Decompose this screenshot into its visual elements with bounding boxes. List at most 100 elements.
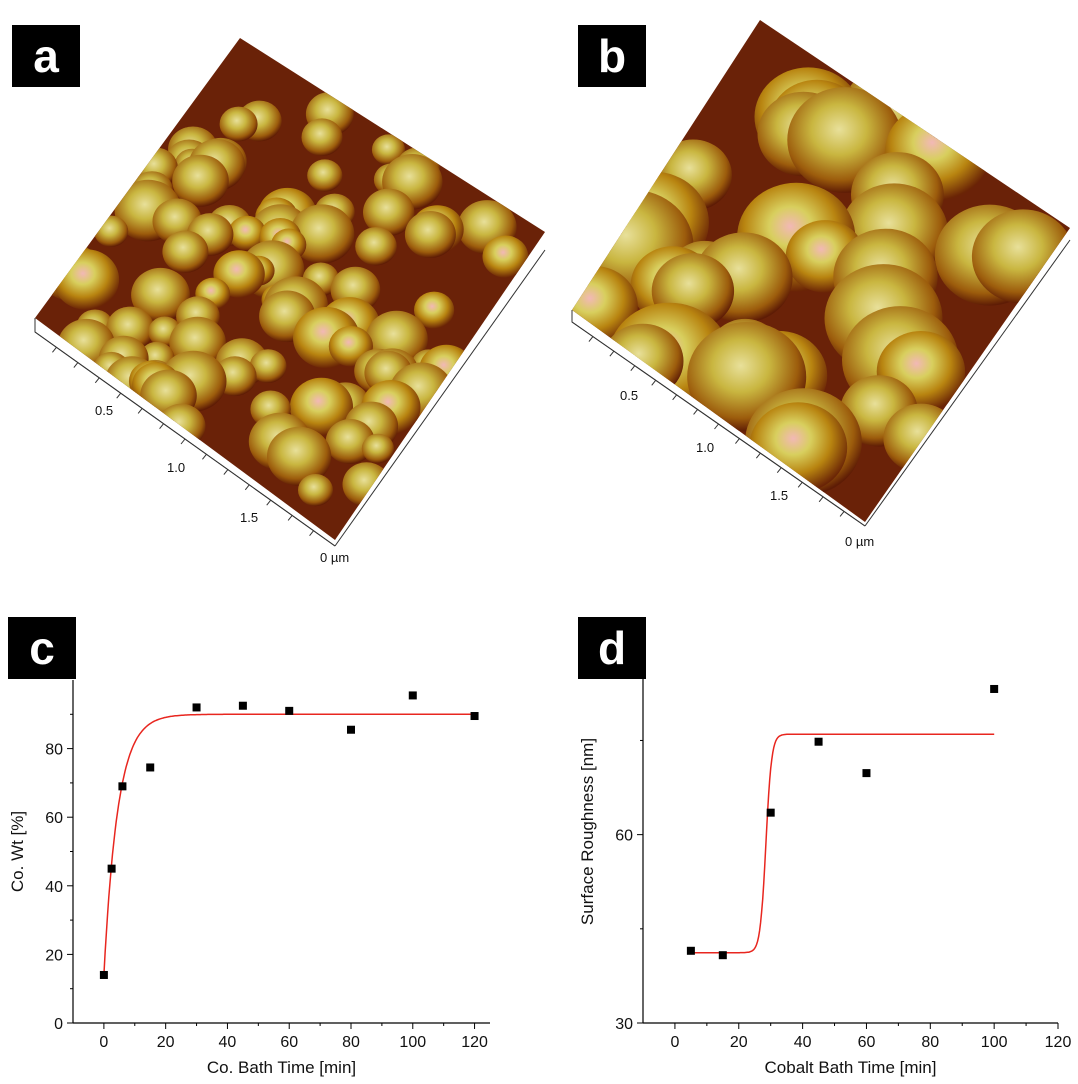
afm-axis-tick <box>714 423 719 430</box>
data-point <box>347 725 355 734</box>
y-axis-label: Surface Roughness [nm] <box>578 738 597 925</box>
fit-curve <box>690 733 995 954</box>
panel-label-d: d <box>578 617 646 679</box>
y-tick-label: 20 <box>45 947 63 964</box>
afm-tick-label: 1.5 <box>770 488 788 503</box>
afm-grain <box>156 403 206 449</box>
y-tick-label: 40 <box>45 879 63 896</box>
afm-grain <box>53 249 120 310</box>
data-point <box>814 737 823 746</box>
afm-tick-label: 0 µm <box>320 550 349 565</box>
afm-tick-label: 1.0 <box>696 440 714 455</box>
x-tick-label: 20 <box>157 1034 175 1051</box>
x-tick-label: 60 <box>858 1034 876 1051</box>
afm-grain <box>249 349 287 383</box>
afm-grain <box>307 159 343 192</box>
afm-axis-tick <box>287 515 293 521</box>
afm-tick-label: 0.5 <box>95 403 113 418</box>
afm-axis-tick <box>266 499 272 506</box>
data-point <box>766 808 775 817</box>
afm-grain <box>371 134 406 165</box>
afm-axis-tick <box>588 336 594 342</box>
y-tick-label: 60 <box>45 810 63 827</box>
data-point <box>686 946 695 955</box>
afm-grain <box>355 227 397 266</box>
afm-axis-tick <box>52 346 57 353</box>
afm-axis-tick <box>609 350 615 357</box>
afm-axis-tick <box>180 438 186 445</box>
data-point <box>285 706 294 715</box>
afm-axis-tick <box>137 408 143 414</box>
data-point <box>990 684 999 693</box>
afm-grain <box>298 474 333 507</box>
panel-label-a: a <box>12 25 80 87</box>
panel-label-c: c <box>8 617 76 679</box>
data-point <box>118 782 127 791</box>
afm-grain <box>404 211 456 258</box>
afm-axis-tick <box>309 530 314 537</box>
data-point <box>146 763 155 772</box>
data-point <box>862 769 871 778</box>
afm-grain <box>289 204 355 264</box>
afm-tick-label: 0.5 <box>620 388 638 403</box>
y-axis-label: Co. Wt [%] <box>8 811 27 892</box>
afm-axis-tick <box>818 496 824 503</box>
x-tick-label: 0 <box>670 1034 679 1051</box>
afm-grain <box>94 215 129 247</box>
x-tick-label: 80 <box>342 1034 360 1051</box>
x-tick-label: 100 <box>399 1034 426 1051</box>
chart-d: 0 20 40 60 80 100 120 30 60 Cobalt Bath Time [min… <box>578 640 1071 1077</box>
data-point <box>99 970 108 979</box>
afm-axis-tick <box>630 365 636 372</box>
afm-grain <box>602 323 684 399</box>
x-tick-label: 60 <box>280 1034 298 1051</box>
afm-grain <box>363 188 415 236</box>
afm-grain <box>290 377 353 436</box>
x-axis-label: Co. Bath Time [min] <box>207 1058 356 1077</box>
afm-axis-tick <box>693 409 698 415</box>
afm-axis-tick <box>735 438 740 444</box>
x-tick-label: 0 <box>99 1034 108 1051</box>
afm-tick-label: 1.5 <box>240 510 258 525</box>
x-tick-label: 80 <box>921 1034 939 1051</box>
afm-axis-tick <box>651 379 657 386</box>
afm-grain <box>361 433 394 464</box>
afm-axis-tick <box>244 484 250 491</box>
data-point <box>238 701 247 710</box>
data-point <box>107 864 116 873</box>
y-tick-label: 80 <box>45 742 63 759</box>
afm-grain <box>414 291 455 329</box>
x-axis-label: Cobalt Bath Time [min] <box>765 1058 937 1077</box>
afm-axis-tick <box>202 453 207 460</box>
afm-tick-label: 1.0 <box>167 460 185 475</box>
afm-grain <box>971 209 1070 304</box>
x-tick-label: 20 <box>730 1034 748 1051</box>
data-point <box>470 712 479 721</box>
afm-axis-tick <box>672 394 678 401</box>
afm-axis-tick <box>839 511 845 517</box>
afm-axis-tick <box>223 469 229 475</box>
afm-axis-tick <box>797 481 803 488</box>
x-tick-label: 40 <box>794 1034 812 1051</box>
data-point <box>192 703 201 712</box>
afm-axis-tick <box>73 362 79 368</box>
afm-grain <box>482 235 529 278</box>
afm-grain <box>162 230 209 273</box>
x-tick-label: 40 <box>219 1034 237 1051</box>
y-tick-label: 60 <box>615 828 633 845</box>
panel-label-b: b <box>578 25 646 87</box>
afm-axis-tick <box>94 377 100 384</box>
afm-grain <box>883 403 959 473</box>
afm-grain <box>219 106 258 142</box>
y-tick-label: 0 <box>54 1016 63 1033</box>
afm-axis-tick <box>116 392 122 399</box>
afm-grain <box>325 419 375 464</box>
afm-grain <box>172 154 229 207</box>
y-tick-label: 30 <box>615 1016 633 1033</box>
afm-tick-label: 0 µm <box>845 534 874 549</box>
chart-c: 0 20 40 60 80 100 120 0 20 40 60 80 Co. Bath Time [m… <box>8 680 490 1077</box>
afm-axis-tick <box>776 467 782 474</box>
afm-surface-a <box>34 38 546 547</box>
afm-axis-tick <box>755 452 761 459</box>
